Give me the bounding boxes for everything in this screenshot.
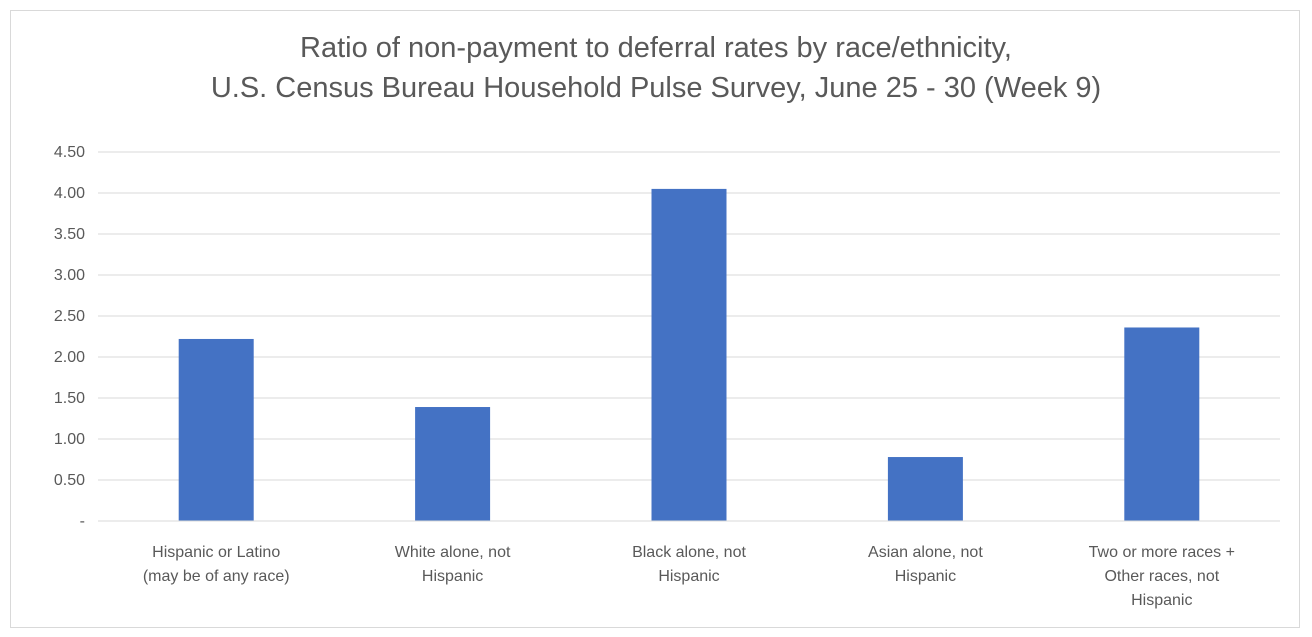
- y-tick-label: 0.50: [54, 472, 85, 489]
- y-tick-label: 1.00: [54, 431, 85, 448]
- y-tick-label: 3.50: [54, 226, 85, 243]
- y-tick-label: 2.50: [54, 308, 85, 325]
- chart-title-line-1: Ratio of non-payment to deferral rates b…: [300, 32, 1012, 64]
- y-tick-label: 1.50: [54, 390, 85, 407]
- x-category-label: Asian alone, not Hispanic: [868, 544, 983, 585]
- x-category-label: Hispanic or Latino (may be of any race): [143, 544, 290, 585]
- y-tick-label: -: [80, 513, 85, 530]
- bar: [415, 407, 491, 521]
- x-category-label: Two or more races + Other races, not Hispa…: [1089, 544, 1235, 609]
- x-category-label: Black alone, not Hispanic: [632, 544, 746, 585]
- chart-title-line-2: U.S. Census Bureau Household Pulse Surve…: [210, 72, 1102, 104]
- bar: [1124, 327, 1200, 521]
- bar: [651, 188, 727, 521]
- x-category-label: White alone, not Hispanic: [395, 544, 511, 585]
- bar: [178, 338, 254, 521]
- y-tick-label: 2.00: [54, 349, 85, 366]
- y-tick-label: 3.00: [54, 267, 85, 284]
- y-tick-label: 4.50: [54, 144, 85, 161]
- chart-title: Ratio of non-payment to deferral rates b…: [0, 28, 1312, 108]
- y-tick-label: 4.00: [54, 185, 85, 202]
- bar: [887, 457, 963, 521]
